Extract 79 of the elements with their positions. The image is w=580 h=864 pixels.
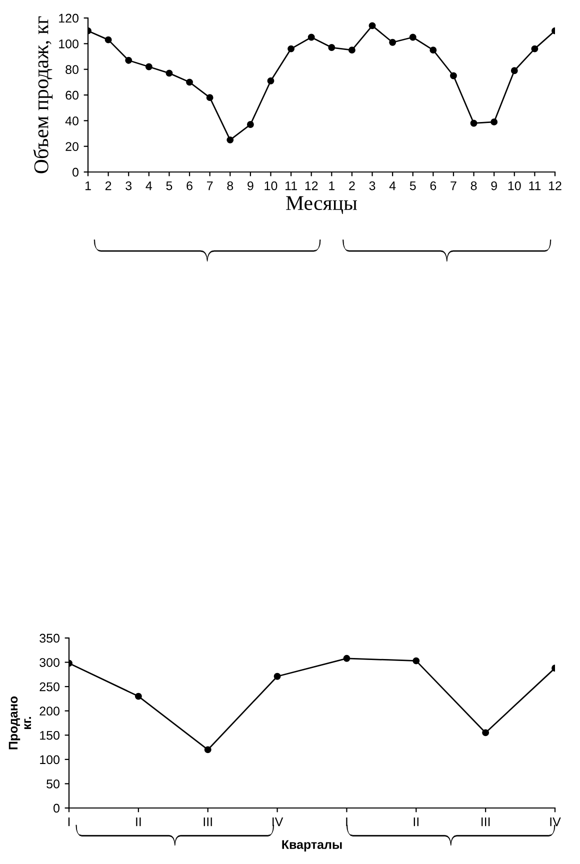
x-tick-label: 6 (186, 181, 192, 190)
y-tick-label: 0 (54, 804, 60, 813)
point (186, 78, 193, 86)
x-tick-label: 1 (329, 181, 335, 190)
point (531, 45, 538, 52)
x-tick-label: 4 (389, 181, 396, 190)
y-tick-label: 60 (66, 90, 78, 100)
y-tick-label: 350 (40, 634, 60, 643)
x-tick-label: 3 (369, 181, 376, 190)
y-tick-label: 120 (59, 14, 78, 23)
point (267, 77, 274, 84)
point (470, 120, 478, 127)
point (206, 94, 214, 102)
y-axis-title: Объем продаж, кг (33, 16, 53, 174)
x-tick-label: 1 (85, 181, 91, 190)
y-axis-title: Продано кг. (8, 696, 31, 750)
y-tick-label: 250 (40, 682, 60, 692)
x-tick-label: IV (550, 817, 561, 826)
x-tick-label: 4 (146, 181, 152, 190)
x-tick-label: 12 (305, 181, 318, 190)
point (343, 654, 350, 662)
point (430, 46, 437, 54)
point (204, 746, 212, 754)
x-tick-label: II (414, 817, 418, 826)
point (274, 672, 281, 680)
x-tick-label: 7 (206, 181, 213, 190)
point (308, 34, 315, 41)
x-axis-title: Кварталы (282, 840, 342, 852)
point (368, 22, 376, 30)
x-tick-label: 9 (248, 181, 254, 190)
x-tick-label: I (68, 817, 70, 826)
y-tick-label: 80 (66, 65, 78, 74)
point (510, 67, 518, 74)
point (348, 46, 356, 54)
point (246, 121, 254, 128)
x-tick-label: 10 (508, 181, 521, 190)
x-tick-label: 5 (410, 181, 416, 190)
point (226, 136, 234, 144)
point (409, 34, 416, 41)
x-tick-label: 6 (430, 181, 436, 190)
x-tick-label: 8 (227, 181, 234, 190)
point (166, 70, 173, 77)
x-tick-label: I (346, 817, 348, 826)
point (482, 729, 490, 736)
x-tick-label: 2 (105, 181, 112, 190)
point (288, 45, 295, 52)
y-tick-label: 20 (66, 142, 78, 151)
x-tick-label: 5 (166, 181, 172, 190)
y-tick-label: 100 (40, 755, 60, 764)
x-tick-label: III (482, 817, 490, 826)
x-tick-label: 11 (529, 181, 541, 190)
point (104, 36, 112, 44)
point (490, 118, 498, 126)
point (125, 56, 132, 64)
x-tick-label: 7 (450, 181, 456, 190)
point (134, 692, 142, 700)
x-tick-label: 3 (126, 181, 132, 190)
x-tick-label: 9 (491, 181, 497, 190)
y-tick-label: 100 (59, 39, 78, 48)
x-tick-label: II (136, 817, 141, 826)
x-tick-label: 12 (549, 181, 562, 190)
y-tick-label: 200 (40, 706, 60, 716)
x-tick-label: 10 (264, 181, 278, 190)
x-tick-label: III (204, 817, 212, 826)
y-tick-label: 300 (40, 658, 60, 667)
y-tick-label: 150 (40, 730, 60, 740)
y-tick-label: 0 (72, 168, 78, 177)
x-tick-label: 2 (349, 181, 355, 190)
y-tick-label: 40 (65, 116, 78, 126)
point (328, 44, 336, 51)
point (389, 38, 396, 46)
x-tick-label: 11 (286, 181, 297, 190)
x-tick-label: 8 (470, 181, 477, 190)
point (412, 657, 420, 664)
point (450, 72, 457, 80)
y-tick-label: 50 (46, 780, 60, 788)
x-axis-title: Месяцы (286, 196, 357, 214)
x-tick-label: IV (272, 817, 284, 826)
point (145, 63, 152, 70)
